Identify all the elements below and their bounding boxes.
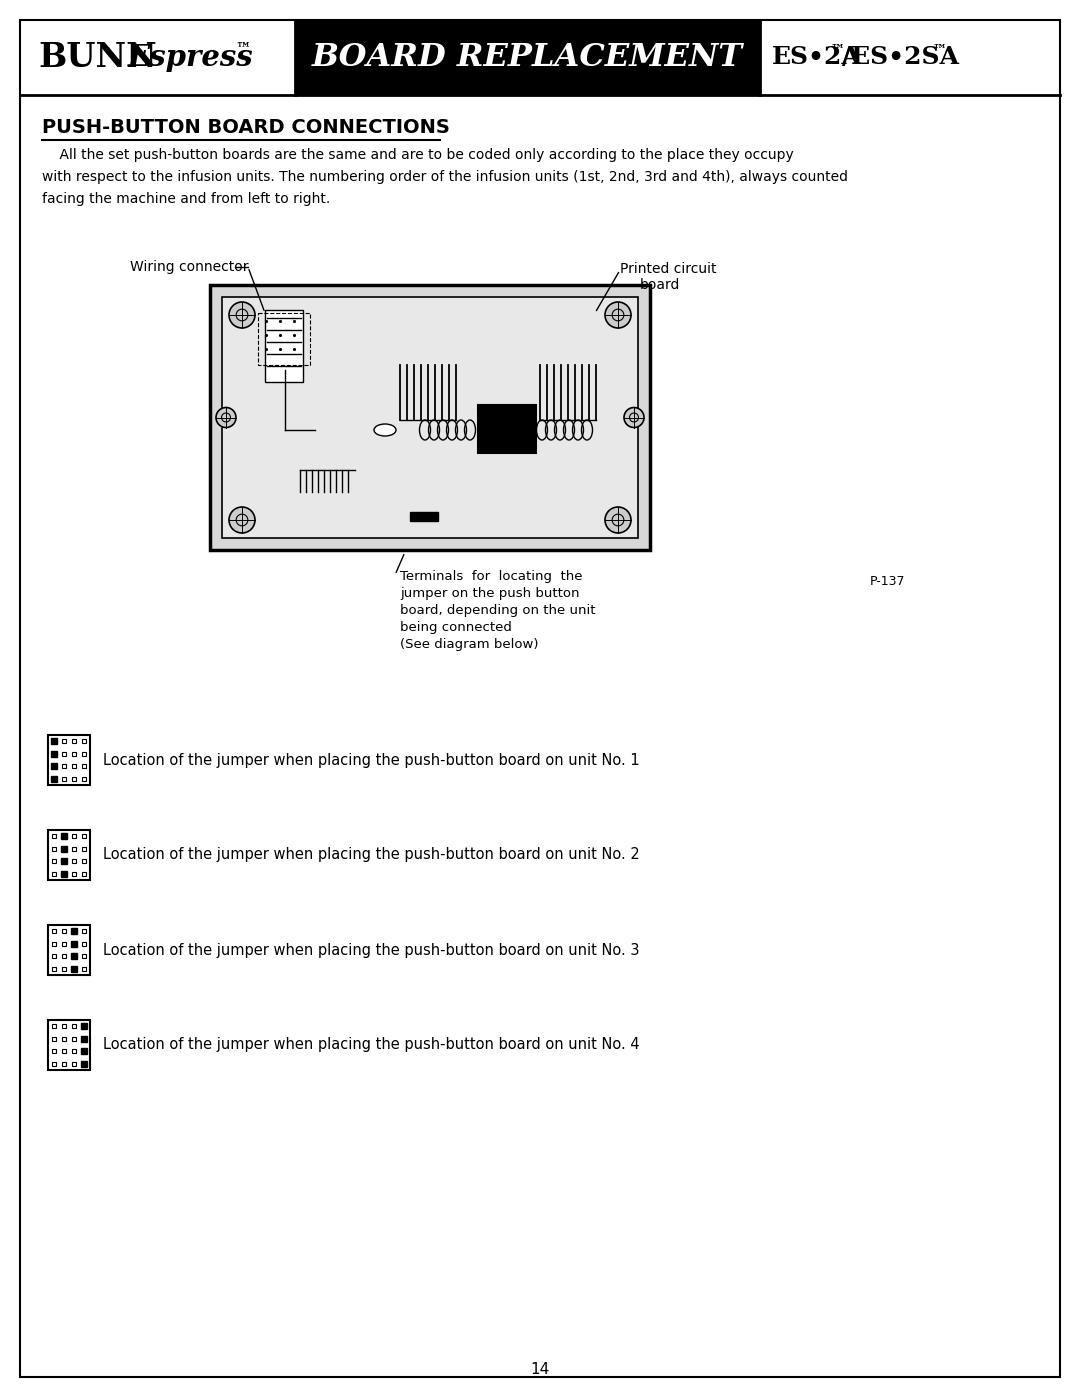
Text: ™: ™ xyxy=(831,42,843,56)
Text: Espress: Espress xyxy=(129,43,254,73)
Text: BUNN: BUNN xyxy=(38,41,157,74)
Text: /ES•2SA: /ES•2SA xyxy=(842,46,959,70)
Text: facing the machine and from left to right.: facing the machine and from left to righ… xyxy=(42,191,330,205)
Bar xyxy=(222,298,638,538)
Circle shape xyxy=(605,302,631,328)
Text: Printed circuit: Printed circuit xyxy=(620,263,716,277)
Text: (See diagram below): (See diagram below) xyxy=(400,638,539,651)
Text: board: board xyxy=(640,278,680,292)
Text: Location of the jumper when placing the push-button board on unit No. 3: Location of the jumper when placing the … xyxy=(103,943,639,957)
Circle shape xyxy=(624,408,644,427)
Text: ™: ™ xyxy=(932,42,946,56)
Bar xyxy=(48,830,90,880)
Text: Wiring connector: Wiring connector xyxy=(130,260,248,274)
Circle shape xyxy=(605,507,631,534)
Text: ES•2A: ES•2A xyxy=(772,46,862,70)
Text: Location of the jumper when placing the push-button board on unit No. 4: Location of the jumper when placing the … xyxy=(103,1038,639,1052)
Bar xyxy=(410,511,438,521)
Text: jumper on the push button: jumper on the push button xyxy=(400,587,580,599)
Bar xyxy=(210,285,650,550)
Bar xyxy=(265,310,303,381)
Circle shape xyxy=(229,507,255,534)
Bar xyxy=(48,735,90,785)
Bar xyxy=(478,405,536,453)
Ellipse shape xyxy=(374,425,396,436)
Text: All the set push-button boards are the same and are to be coded only according t: All the set push-button boards are the s… xyxy=(42,148,794,162)
Text: P-137: P-137 xyxy=(870,576,905,588)
Text: with respect to the infusion units. The numbering order of the infusion units (1: with respect to the infusion units. The … xyxy=(42,170,848,184)
Bar xyxy=(48,1020,90,1070)
Text: Location of the jumper when placing the push-button board on unit No. 2: Location of the jumper when placing the … xyxy=(103,848,639,862)
Text: PUSH-BUTTON BOARD CONNECTIONS: PUSH-BUTTON BOARD CONNECTIONS xyxy=(42,117,450,137)
Circle shape xyxy=(229,302,255,328)
Circle shape xyxy=(216,408,237,427)
Bar xyxy=(258,313,310,365)
Text: Location of the jumper when placing the push-button board on unit No. 1: Location of the jumper when placing the … xyxy=(103,753,639,767)
Text: 14: 14 xyxy=(530,1362,550,1377)
Text: being connected: being connected xyxy=(400,622,512,634)
Text: ™: ™ xyxy=(235,42,251,56)
Bar xyxy=(295,20,760,95)
Text: board, depending on the unit: board, depending on the unit xyxy=(400,604,595,617)
Bar xyxy=(48,925,90,975)
Text: Terminals  for  locating  the: Terminals for locating the xyxy=(400,570,582,583)
Text: BOARD REPLACEMENT: BOARD REPLACEMENT xyxy=(311,42,743,73)
